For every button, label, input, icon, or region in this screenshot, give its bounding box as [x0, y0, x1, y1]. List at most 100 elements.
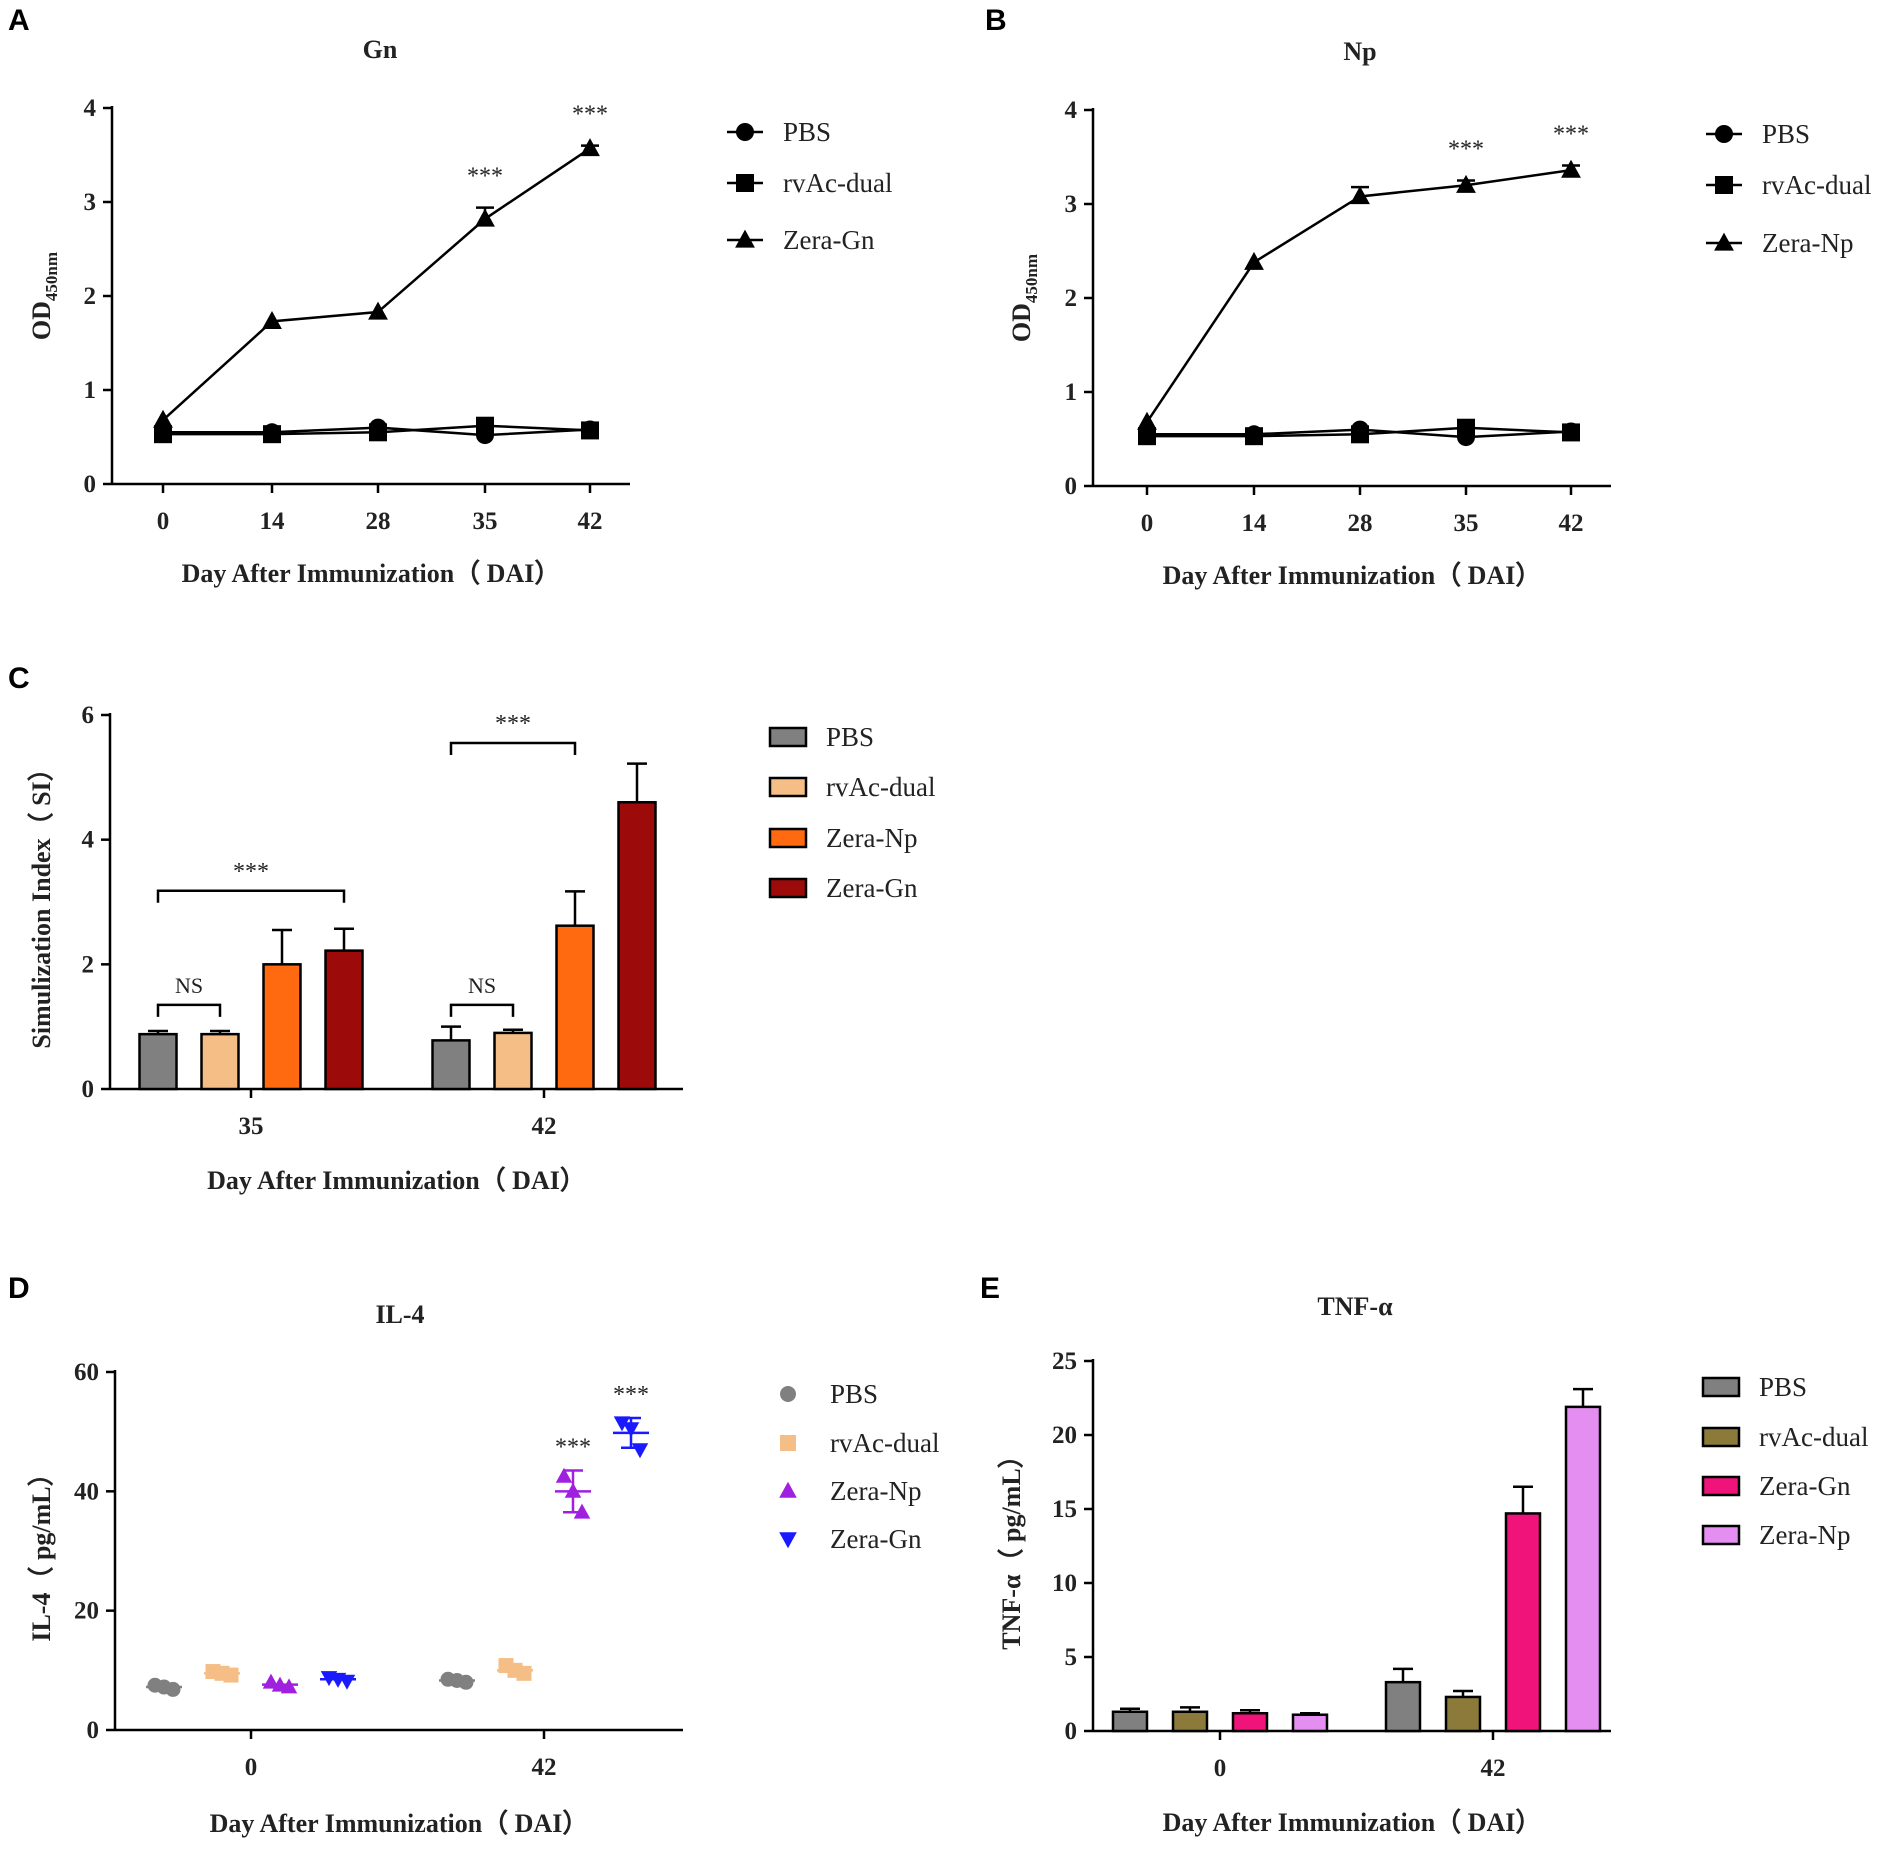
data-point-square [1245, 427, 1263, 446]
y-tick-label: 25 [1052, 1348, 1077, 1375]
data-point-square [369, 423, 387, 442]
data-point-square [1457, 418, 1475, 437]
y-tick-label: 2 [1065, 285, 1078, 312]
legend-marker-square [1715, 176, 1733, 194]
x-tick-label: 28 [366, 508, 391, 535]
bar [1111, 1710, 1149, 1733]
bar [324, 949, 364, 1091]
panel-b-title: Np [1343, 37, 1376, 66]
x-tick-label: 0 [1141, 510, 1154, 537]
y-tick-label: 4 [84, 95, 97, 122]
y-axis-label: OD450nm [27, 252, 61, 340]
significance-marker: *** [495, 711, 531, 737]
x-axis-label: Day After Immunization（ DAI） [210, 1809, 589, 1838]
significance-bracket [449, 741, 577, 756]
legend-marker-circle [780, 1386, 796, 1402]
panel-e-title: TNF-α [1317, 1292, 1393, 1321]
bar [138, 1032, 178, 1091]
bar [1504, 1512, 1542, 1733]
data-point-triangle [153, 409, 173, 428]
legend-label: PBS [830, 1379, 878, 1409]
data-point-triangle [1244, 251, 1264, 270]
y-axis-label: IL-4（ pg/mL） [27, 1460, 56, 1641]
x-tick-label: 35 [1454, 510, 1479, 537]
data-point-triangle-down [613, 1416, 631, 1432]
legend-label: rvAc-dual [1759, 1422, 1868, 1452]
data-point-triangle-down [338, 1674, 356, 1690]
y-axis-label: Simulization Index（ SI） [27, 755, 56, 1048]
legend-marker-square [780, 1435, 796, 1451]
y-tick-label: 15 [1052, 1496, 1077, 1523]
data-point-square [154, 425, 172, 444]
series-line-triangle [1145, 168, 1572, 423]
legend-label: PBS [1759, 1372, 1807, 1402]
legend-label: Zera-Np [830, 1476, 921, 1506]
legend-swatch [768, 726, 808, 748]
legend-marker-triangle [1714, 232, 1734, 251]
bar [1171, 1710, 1209, 1733]
panel-d-plot: 0 20 40 60 IL-4（ pg/mL） 0 42 *** *** Day After Im… [27, 1359, 683, 1838]
y-tick-label: 10 [1052, 1570, 1077, 1597]
bar [493, 1031, 533, 1091]
x-tick-label: 42 [1481, 1755, 1506, 1782]
panel-a: A Gn 0 1 2 3 4 OD450nm 0 14 28 35 42 Day After Immu… [8, 4, 892, 588]
significance-marker: *** [555, 1434, 591, 1460]
y-tick-label: 60 [74, 1359, 99, 1386]
data-point-square [1562, 423, 1580, 442]
bar [1291, 1713, 1329, 1733]
data-point-triangle [1561, 159, 1581, 178]
data-point-square [476, 416, 494, 435]
panel-e-plot: 0 5 10 15 20 25 TNF-α（ pg/mL） 0 42 Day After Immu… [997, 1348, 1611, 1837]
bar [1564, 1405, 1602, 1733]
legend-label: Zera-Np [1759, 1520, 1850, 1550]
x-tick-label: 42 [1559, 510, 1584, 537]
x-axis-label: Day After Immunization（ DAI） [1163, 561, 1542, 590]
x-axis-label: Day After Immunization（ DAI） [1163, 1808, 1542, 1837]
y-tick-label: 0 [84, 471, 97, 498]
legend-marker-triangle-down [779, 1532, 797, 1549]
legend-label: PBS [783, 117, 831, 147]
panel-d: D IL-4 0 20 40 60 IL-4（ pg/mL） 0 42 *** *** Day A… [8, 1272, 939, 1838]
y-tick-label: 20 [74, 1598, 99, 1625]
legend-label: rvAc-dual [783, 168, 892, 198]
legend-label: Zera-Np [1762, 228, 1853, 258]
x-tick-label: 35 [473, 508, 498, 535]
legend-swatch [1701, 1475, 1741, 1497]
panel-a-plot: 0 1 2 3 4 OD450nm 0 14 28 35 42 Day After Immunizat… [27, 95, 630, 588]
y-tick-label: 2 [84, 283, 97, 310]
legend-label: PBS [826, 722, 874, 752]
y-tick-label: 0 [1065, 1718, 1078, 1745]
panel-d-letter: D [8, 1272, 30, 1305]
legend-marker-triangle-up [779, 1481, 797, 1498]
bar [617, 801, 657, 1091]
x-tick-label: 0 [1214, 1755, 1227, 1782]
series-line-triangle [162, 147, 591, 422]
data-point-circle [165, 1681, 181, 1697]
x-axis-label: Day After Immunization（ DAI） [207, 1166, 586, 1195]
panel-b-plot: 0 1 2 3 4 OD450nm 0 14 28 35 42 Day After Immunizat… [1007, 97, 1611, 590]
bar [262, 963, 302, 1091]
bar [1444, 1695, 1482, 1733]
panel-b-letter: B [985, 4, 1007, 37]
legend-swatch [768, 776, 808, 798]
x-tick-label: 14 [1242, 510, 1268, 537]
data-point-triangle [1350, 186, 1370, 205]
panel-e-letter: E [980, 1272, 1000, 1305]
significance-marker: *** [1448, 137, 1484, 163]
data-point-triangle [262, 311, 282, 330]
legend-label: Zera-Np [826, 823, 917, 853]
panel-d-title: IL-4 [375, 1300, 424, 1329]
y-tick-label: 40 [74, 1478, 99, 1505]
data-point-triangle-down [631, 1443, 649, 1459]
data-point-circle [458, 1674, 474, 1690]
legend-swatch [1701, 1376, 1741, 1398]
data-point-square [1138, 427, 1156, 446]
significance-marker: *** [233, 859, 269, 885]
y-tick-label: 0 [82, 1076, 95, 1103]
bar [1231, 1711, 1269, 1733]
data-point-triangle [580, 138, 600, 157]
legend-swatch [1701, 1426, 1741, 1448]
panel-a-title: Gn [363, 35, 398, 64]
y-tick-label: 1 [84, 377, 97, 404]
